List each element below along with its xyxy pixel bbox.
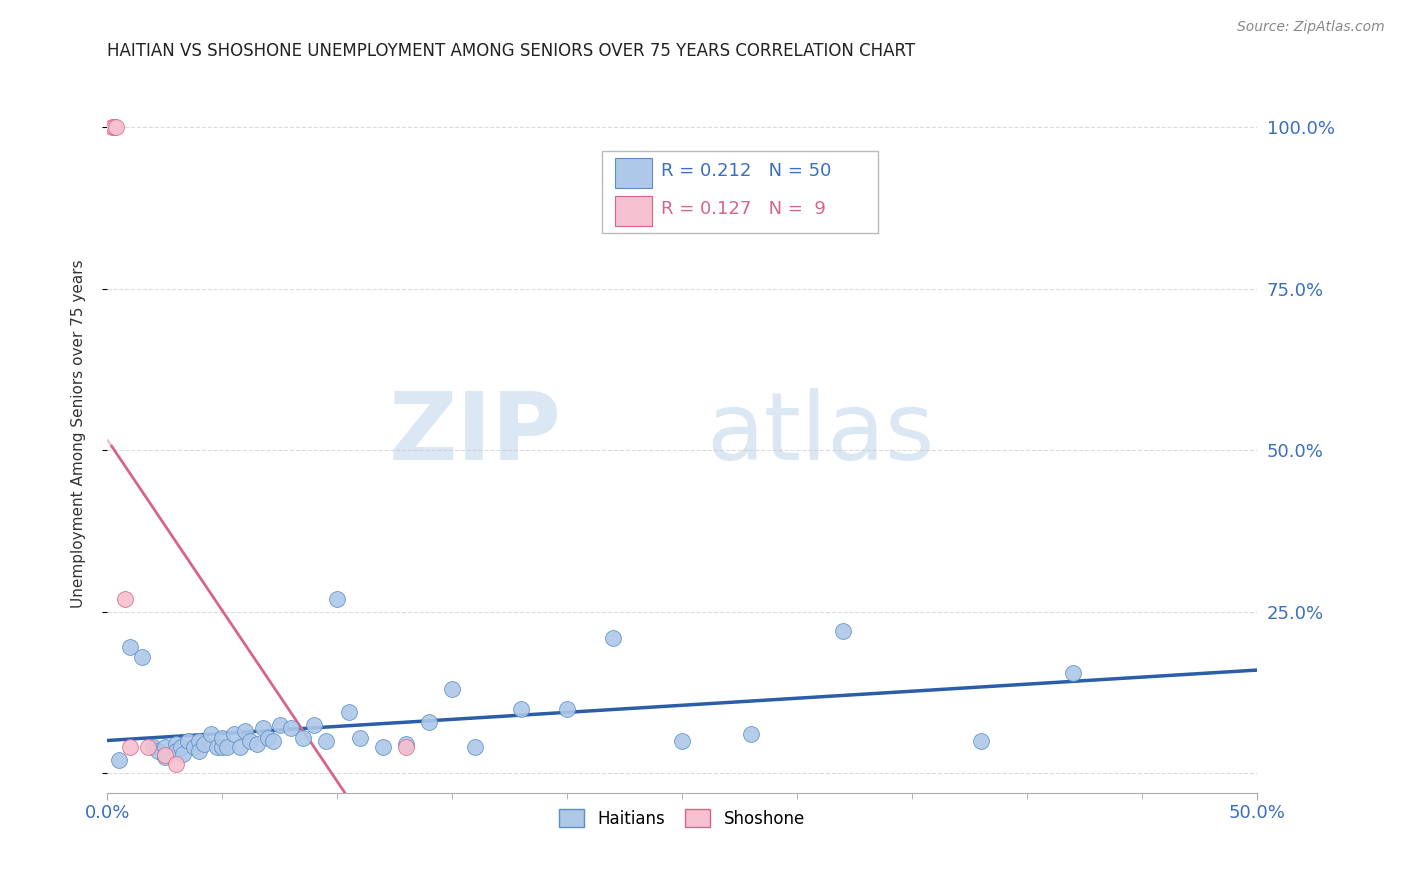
Point [100,120,122,134]
Point [165,744,187,758]
Point [418,714,440,729]
Point [302,718,325,732]
Point [105,120,128,134]
Point [395,740,418,755]
Point [555,701,578,715]
Point [257,731,280,745]
Legend: Haitians, Shoshone: Haitians, Shoshone [553,803,811,835]
Point [349,731,371,745]
Point [153,750,176,764]
Point [245,737,267,751]
Text: ZIP: ZIP [388,388,561,480]
Point [153,748,176,763]
Y-axis label: Unemployment Among Seniors over 75 years: Unemployment Among Seniors over 75 years [72,260,86,608]
Point [176,734,198,748]
Point [146,744,169,758]
Point [441,682,464,697]
Point [103,120,125,134]
Bar [616,195,652,226]
Point [326,591,349,606]
Point [211,731,233,745]
Point [188,734,211,748]
Point [970,734,993,748]
Text: R = 0.212   N = 50: R = 0.212 N = 50 [661,161,832,179]
Point [183,740,205,755]
Point [269,718,291,732]
Text: HAITIAN VS SHOSHONE UNEMPLOYMENT AMONG SENIORS OVER 75 YEARS CORRELATION CHART: HAITIAN VS SHOSHONE UNEMPLOYMENT AMONG S… [107,42,915,60]
Point [165,737,187,751]
Point [120,640,142,655]
Point [170,740,193,755]
Point [193,737,215,751]
Point [602,631,624,645]
Point [315,734,337,748]
Point [239,734,262,748]
Point [120,740,142,755]
Point [395,737,418,751]
Point [114,591,136,606]
Point [165,756,187,771]
Point [138,740,160,755]
Point [153,740,176,755]
Text: Source: ZipAtlas.com: Source: ZipAtlas.com [1237,20,1385,34]
Text: atlas: atlas [706,388,934,480]
Point [188,744,211,758]
Point [262,734,284,748]
Point [671,734,693,748]
Text: R = 0.127   N =  9: R = 0.127 N = 9 [661,201,827,219]
Point [1062,666,1084,681]
FancyBboxPatch shape [602,151,877,233]
Point [291,731,314,745]
Point [222,727,245,741]
Point [464,740,486,755]
Point [215,740,238,755]
Bar [616,158,652,188]
Point [207,740,229,755]
Point [131,649,153,664]
Point [280,721,302,735]
Point [107,753,129,767]
Point [252,721,274,735]
Point [337,705,360,719]
Point [832,624,855,638]
Point [172,747,194,761]
Point [142,740,165,755]
Point [510,701,533,715]
Point [740,727,762,741]
Point [211,740,233,755]
Point [233,724,256,739]
Point [229,740,252,755]
Point [371,740,394,755]
Point [200,727,222,741]
